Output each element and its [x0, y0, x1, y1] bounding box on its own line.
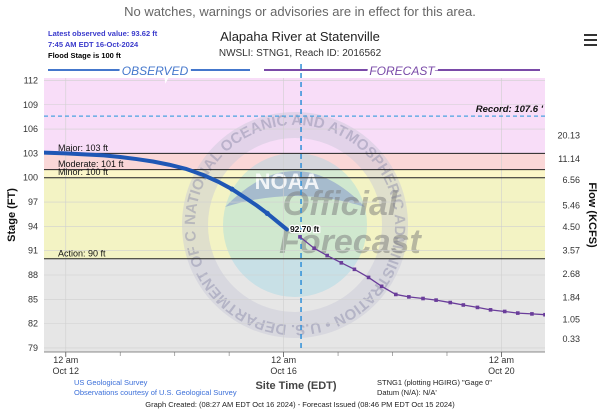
observed-point	[229, 186, 235, 192]
forecast-point	[379, 284, 384, 289]
y-axis-title: Stage (FT)	[6, 188, 18, 242]
forecast-point	[434, 298, 438, 302]
y-tick-label: 112	[24, 75, 38, 85]
zone-major	[44, 78, 545, 154]
zone-minor	[44, 169, 545, 178]
info-latest-observed: Latest observed value: 93.62 ft	[48, 29, 158, 38]
forecast-point	[557, 313, 561, 317]
y2-axis-title: Flow (KCFS)	[586, 182, 598, 248]
y-tick-label: 109	[23, 100, 38, 110]
forecast-point	[502, 309, 507, 314]
observed-point	[264, 210, 270, 216]
record-label: Record: 107.6 '	[476, 104, 544, 115]
forecast-point	[407, 295, 411, 299]
watermark-official: Official	[283, 185, 399, 223]
chart-labels: OBSERVED FORECAST 92.70 ft	[48, 61, 540, 235]
forecast-point	[393, 292, 398, 297]
forecast-point	[530, 312, 534, 316]
category-label-major: Major: 103 ft	[58, 143, 109, 153]
forecast-point	[543, 312, 545, 317]
flood-zones	[44, 78, 545, 352]
forecast-point	[312, 246, 316, 251]
x-tick-label: 12 am	[271, 355, 296, 365]
forecast-point	[515, 311, 520, 315]
forecast-point	[325, 253, 329, 258]
y2-tick-label: 1.84	[562, 293, 580, 303]
y-tick-label: 91	[28, 246, 38, 256]
y2-tick-label: 3.57	[562, 246, 580, 256]
flood-category-lines: Record: 107.6 ' Major: 103 ft Moderate: 10…	[44, 104, 545, 260]
forecast-point	[488, 308, 493, 312]
x-tick-label: 12 am	[53, 355, 78, 365]
y-tick-label: 94	[28, 221, 38, 231]
zone-action	[44, 177, 545, 259]
watermark-gull	[225, 171, 365, 207]
x-tick-label: 12 am	[489, 355, 514, 365]
forecast-label: FORECAST	[369, 64, 436, 78]
x-axis-title: Site Time (EDT)	[255, 380, 336, 392]
y-tick-label: 100	[23, 173, 38, 183]
watermark-center-text: NOAA	[255, 169, 320, 194]
footer-datum: Datum (N/A): N/A'	[377, 388, 437, 397]
footer-gage-info: STNG1 (plotting HGIRG) "Gage 0"	[377, 378, 492, 387]
forecast-point	[421, 296, 425, 301]
forecast-start-callout: 92.70 ft	[290, 224, 319, 234]
y-tick-label: 106	[23, 124, 38, 134]
x-tick-date: Oct 16	[270, 366, 297, 376]
footer-observations-courtesy[interactable]: Observations courtesy of U.S. Geological…	[74, 388, 237, 397]
category-label-action: Action: 90 ft	[58, 248, 106, 258]
x-tick-date: Oct 12	[53, 366, 80, 376]
hamburger-menu-icon[interactable]	[584, 34, 597, 46]
y2-tick-label: 0.33	[562, 334, 580, 344]
watermark-disc	[223, 153, 367, 297]
series-layer	[44, 150, 589, 318]
y2-tick-label: 5.46	[562, 200, 580, 210]
forecast-point	[475, 305, 480, 310]
chart-title: Alapaha River at Statenville	[220, 29, 380, 44]
category-label-minor: Minor: 100 ft	[58, 167, 109, 177]
y-tick-label: 103	[23, 148, 38, 158]
forecast-point	[298, 235, 302, 239]
info-flood-stage: Flood Stage is 100 ft	[48, 51, 121, 60]
footer-usgs[interactable]: US Geological Survey	[74, 378, 148, 387]
footer-graph-created: Graph Created: (08:27 AM EDT Oct 16 2024…	[145, 400, 455, 409]
forecast-point	[366, 275, 371, 280]
y-tick-label: 85	[28, 294, 38, 304]
forecast-point	[339, 261, 344, 265]
chart-subtitle: NWSLI: STNG1, Reach ID: 2016562	[219, 48, 382, 59]
info-observed-time: 7:45 AM EDT 16-Oct-2024	[48, 40, 139, 49]
forecast-line	[299, 236, 545, 316]
forecast-point	[448, 300, 453, 305]
y-tick-label: 82	[28, 319, 38, 329]
y2-tick-label: 1.05	[562, 315, 580, 325]
advisory-banner: No watches, warnings or advisories are i…	[124, 4, 476, 19]
y-tick-label: 79	[28, 343, 38, 353]
watermark-ring	[182, 112, 408, 338]
zone-normal	[44, 258, 545, 352]
x-tick-date: Oct 20	[488, 366, 515, 376]
y-tick-label: 88	[28, 270, 38, 280]
observed-label: OBSERVED	[122, 64, 189, 78]
observed-line	[44, 150, 289, 232]
y2-tick-label: 4.50	[562, 222, 580, 232]
forecast-point	[585, 314, 589, 318]
watermark-forecast: Forecast	[279, 223, 422, 261]
y2-tick-label: 20.13	[557, 131, 580, 141]
y2-tick-label: 2.68	[562, 269, 580, 279]
forecast-point	[461, 303, 466, 307]
forecast-point	[352, 267, 357, 272]
y2-tick-label: 11.14	[558, 154, 580, 164]
y-tick-label: 97	[28, 197, 38, 207]
category-label-moderate: Moderate: 101 ft	[58, 159, 124, 169]
y2-tick-label: 6.56	[562, 175, 580, 185]
